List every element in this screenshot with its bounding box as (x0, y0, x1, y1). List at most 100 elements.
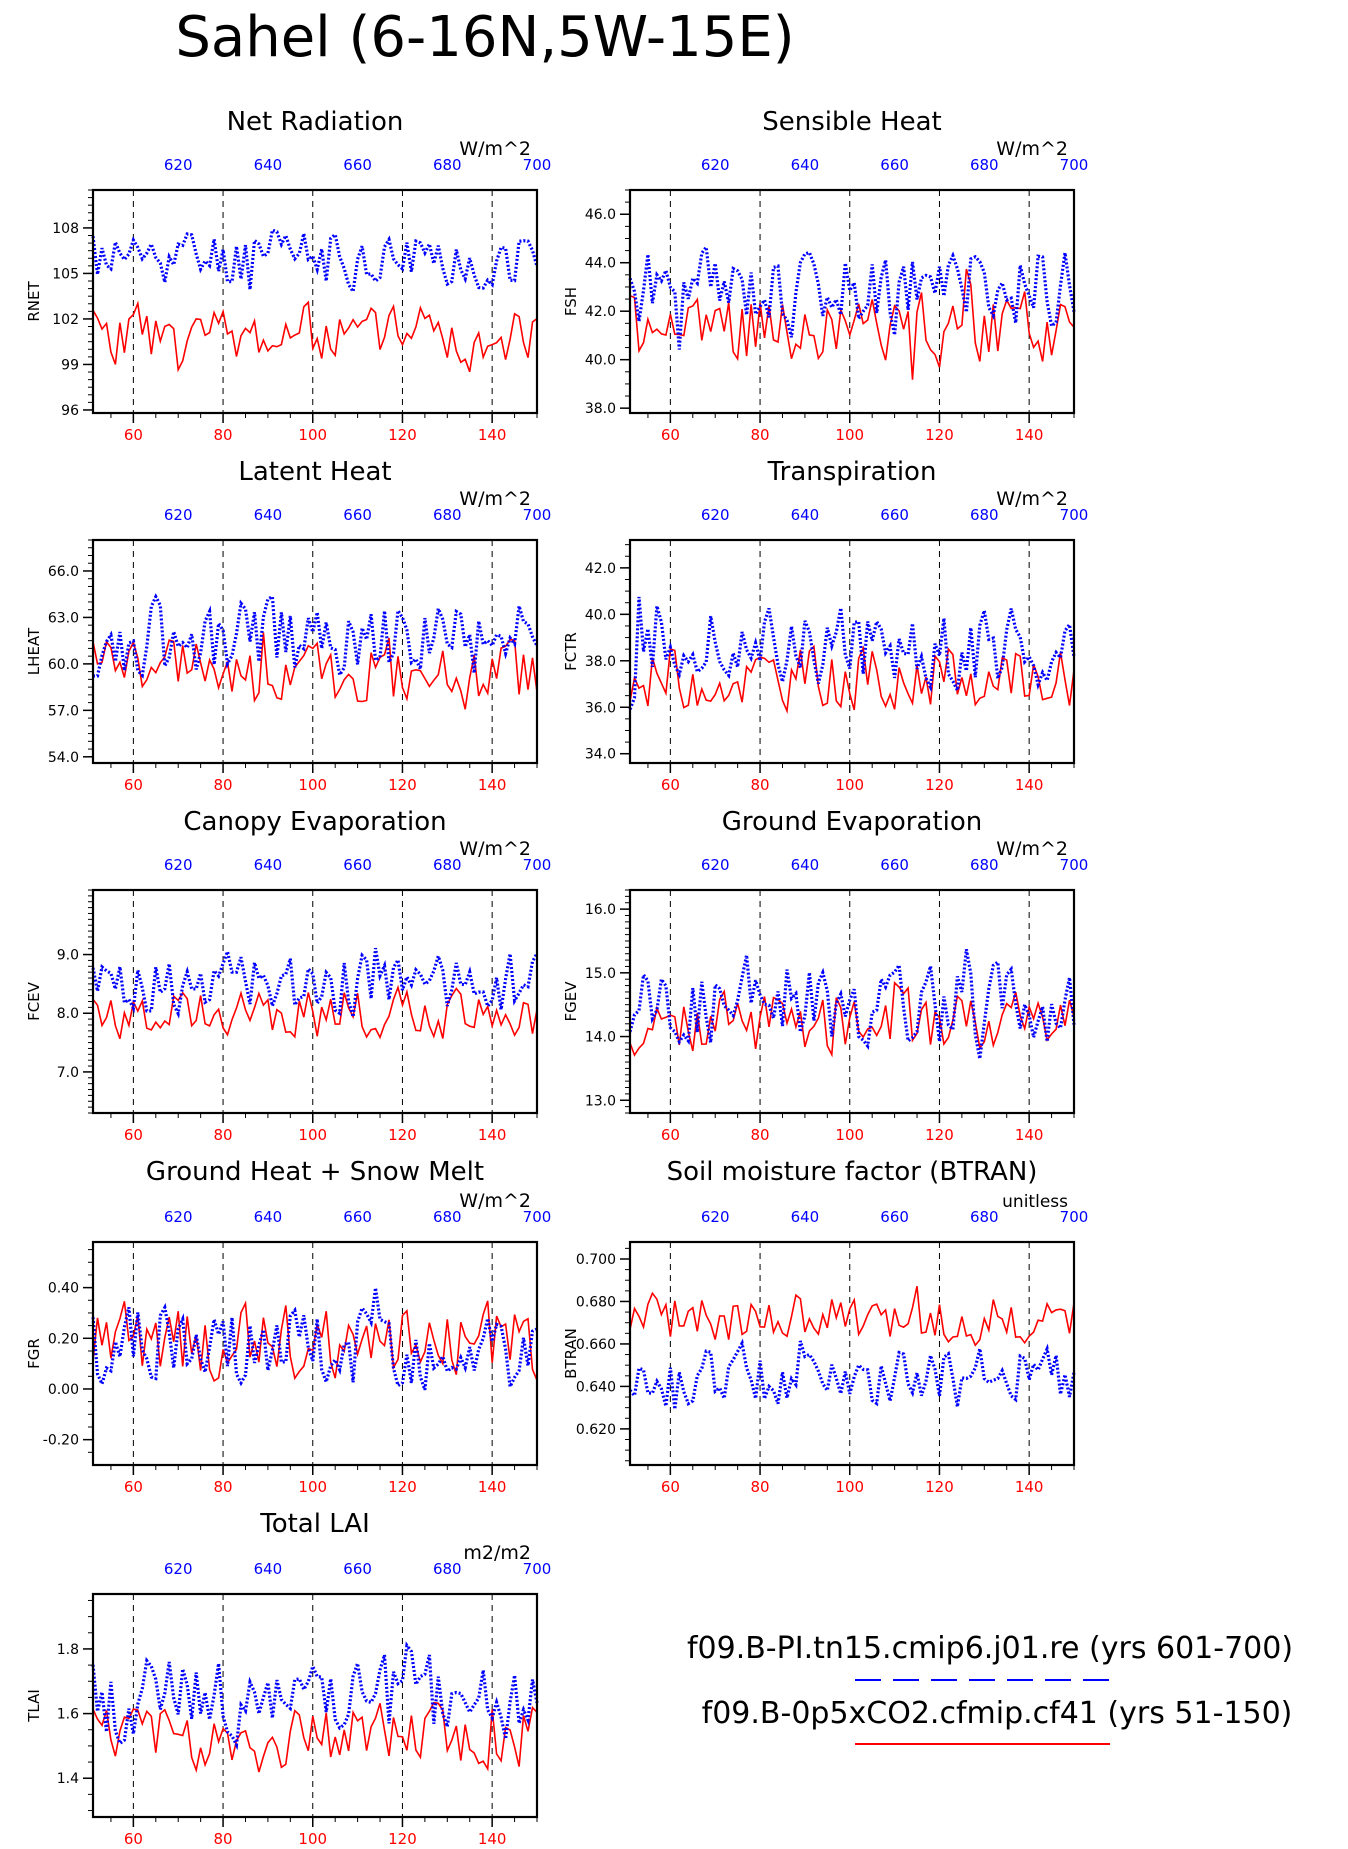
y-tick-label: 0.40 (48, 1281, 79, 1297)
top-axis-tick-label: 680 (433, 506, 462, 524)
y-tick-label: 0.620 (576, 1422, 616, 1438)
x-tick-label: 100 (835, 776, 864, 794)
y-tick-label: 66.0 (48, 564, 79, 580)
panel-btran: Soil moisture factor (BTRAN) unitless BTRA… (562, 1157, 1088, 1496)
y-tick-label: 63.0 (48, 610, 79, 626)
x-tick-label: 100 (298, 776, 327, 794)
x-tick-label: 120 (925, 1126, 954, 1144)
series-line-red (629, 644, 1075, 715)
y-tick-label: 38.0 (585, 654, 616, 670)
y-tick-label: 34.0 (585, 747, 616, 763)
top-axis-tick-label: 700 (1060, 506, 1089, 524)
x-tick-label: 80 (751, 776, 770, 794)
plot-frame (91, 538, 539, 765)
top-axis-tick-label: 640 (254, 856, 283, 874)
top-axis-tick-label: 700 (523, 506, 552, 524)
series-line-red (629, 268, 1075, 380)
x-tick-label: 140 (478, 426, 507, 444)
top-axis-tick-label: 700 (523, 1560, 552, 1578)
x-tick-label: 140 (478, 1126, 507, 1144)
x-tick-label: 60 (661, 1478, 680, 1496)
y-tick-label: 105 (52, 266, 79, 282)
top-axis-tick-label: 620 (701, 156, 730, 174)
y-axis-label: FCEV (25, 981, 43, 1021)
top-axis-tick-label: 640 (791, 156, 820, 174)
y-tick-label: 99 (61, 357, 79, 373)
y-axis-label: FCTR (562, 632, 580, 671)
top-axis-tick-label: 620 (164, 856, 193, 874)
y-axis-label: LHEAT (25, 627, 43, 675)
y-tick-label: 96 (61, 403, 79, 419)
panels: Net Radiation W/m^2 RNET 96 99 102 105 108 60 80 1… (25, 107, 1088, 1848)
y-axis-label: RNET (25, 281, 43, 322)
panel-fctr: Transpiration W/m^2 FCTR 34.0 36.0 38.0 40.0 42… (562, 457, 1088, 794)
top-axis-tick-label: 680 (970, 856, 999, 874)
series-line-red (92, 984, 538, 1040)
x-tick-label: 100 (835, 1126, 864, 1144)
y-tick-label: 1.8 (57, 1642, 79, 1658)
top-axis-tick-label: 640 (254, 1208, 283, 1226)
x-tick-label: 80 (751, 426, 770, 444)
legend: f09.B-PI.tn15.cmip6.j01.re (yrs 601-700)… (687, 1631, 1293, 1745)
series-line-red (92, 632, 538, 710)
y-tick-label: 1.4 (57, 1771, 79, 1787)
panel-fgev: Ground Evaporation W/m^2 FGEV 13.0 14.0 15.0 1… (562, 807, 1088, 1144)
x-tick-label: 140 (1015, 776, 1044, 794)
y-tick-label: 0.660 (576, 1337, 616, 1353)
y-tick-label: 46.0 (585, 207, 616, 223)
y-axis-label: FSH (562, 287, 580, 316)
series-line-blue (628, 949, 1076, 1059)
top-axis-tick-label: 640 (254, 506, 283, 524)
top-axis-tick-label: 700 (523, 856, 552, 874)
top-axis-tick-label: 660 (343, 1560, 372, 1578)
panel-rnet: Net Radiation W/m^2 RNET 96 99 102 105 108 60 80 1… (25, 107, 551, 444)
y-tick-label: 36.0 (585, 700, 616, 716)
top-axis-tick-label: 700 (1060, 856, 1089, 874)
units-label: m2/m2 (463, 1542, 531, 1564)
units-label: W/m^2 (459, 488, 531, 510)
panel-tlai: Total LAI m2/m2 TLAI 1.4 1.6 1.8 60 80 100 120 140… (25, 1509, 551, 1848)
x-tick-label: 60 (661, 776, 680, 794)
x-tick-label: 140 (1015, 1478, 1044, 1496)
x-tick-label: 120 (388, 426, 417, 444)
panel-title: Transpiration (767, 457, 937, 487)
top-axis-tick-label: 620 (701, 506, 730, 524)
y-tick-label: 14.0 (585, 1030, 616, 1046)
top-axis-tick-label: 640 (791, 1208, 820, 1226)
x-tick-label: 80 (214, 1126, 233, 1144)
panel-title: Sensible Heat (762, 107, 941, 137)
y-tick-label: 16.0 (585, 902, 616, 918)
top-axis-tick-label: 680 (970, 1208, 999, 1226)
plot-frame (628, 538, 1076, 765)
top-axis-tick-label: 640 (791, 856, 820, 874)
panel-fcev: Canopy Evaporation W/m^2 FCEV 7.0 8.0 9.0 60 80… (25, 807, 551, 1144)
x-tick-label: 140 (1015, 1126, 1044, 1144)
y-tick-label: 38.0 (585, 401, 616, 417)
x-tick-label: 120 (388, 1478, 417, 1496)
top-axis-tick-label: 680 (433, 156, 462, 174)
top-axis-tick-label: 660 (343, 156, 372, 174)
y-tick-label: -0.20 (43, 1433, 79, 1449)
units-label: W/m^2 (996, 838, 1068, 860)
y-axis-label: FGR (25, 1338, 43, 1369)
x-tick-label: 100 (298, 1126, 327, 1144)
series-line-red (92, 1701, 538, 1774)
y-axis-label: TLAI (25, 1689, 43, 1723)
x-tick-label: 80 (214, 776, 233, 794)
x-tick-label: 60 (124, 1478, 143, 1496)
top-axis-tick-label: 640 (791, 506, 820, 524)
top-axis-tick-label: 620 (164, 1208, 193, 1226)
top-axis-tick-label: 680 (433, 1208, 462, 1226)
x-tick-label: 60 (124, 1830, 143, 1848)
top-axis-tick-label: 680 (970, 156, 999, 174)
y-tick-label: 40.0 (585, 353, 616, 369)
x-tick-label: 80 (214, 1830, 233, 1848)
panel-title: Net Radiation (227, 107, 404, 137)
top-axis-tick-label: 700 (523, 1208, 552, 1226)
x-tick-label: 140 (478, 1830, 507, 1848)
panel-title: Total LAI (259, 1509, 370, 1539)
x-tick-label: 140 (478, 776, 507, 794)
series-line-blue (91, 227, 539, 296)
y-tick-label: 42.0 (585, 561, 616, 577)
